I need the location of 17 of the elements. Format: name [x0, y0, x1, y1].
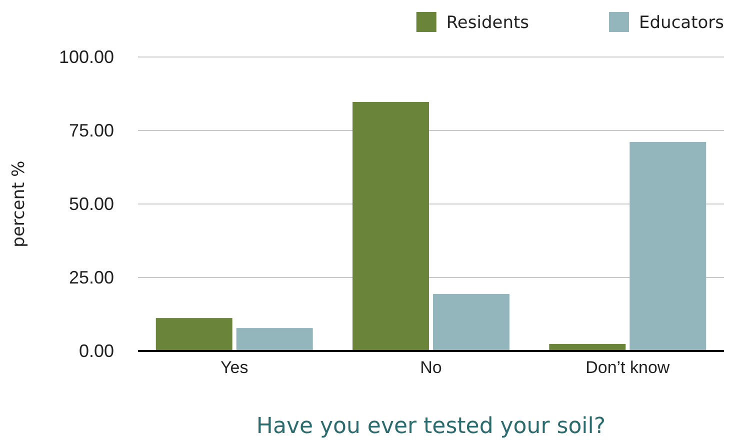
bar — [630, 142, 706, 351]
y-tick-label: 50.00 — [68, 194, 114, 214]
x-axis-title: Have you ever tested your soil? — [256, 414, 606, 439]
y-tick-label: 75.00 — [68, 120, 114, 140]
legend-label: Educators — [639, 13, 724, 33]
bar — [352, 102, 429, 351]
legend-label: Residents — [446, 13, 530, 33]
y-tick-label: 100.00 — [58, 46, 114, 67]
bar — [156, 318, 232, 351]
y-tick-label: 25.00 — [68, 267, 114, 288]
bar — [433, 294, 510, 351]
x-tick-label: No — [420, 358, 442, 378]
x-tick-label: Yes — [220, 358, 248, 378]
bar — [236, 328, 313, 351]
x-tick-label: Don’t know — [586, 358, 670, 378]
y-axis-title: percent % — [9, 160, 29, 248]
y-tick-label: 0.00 — [78, 340, 114, 361]
